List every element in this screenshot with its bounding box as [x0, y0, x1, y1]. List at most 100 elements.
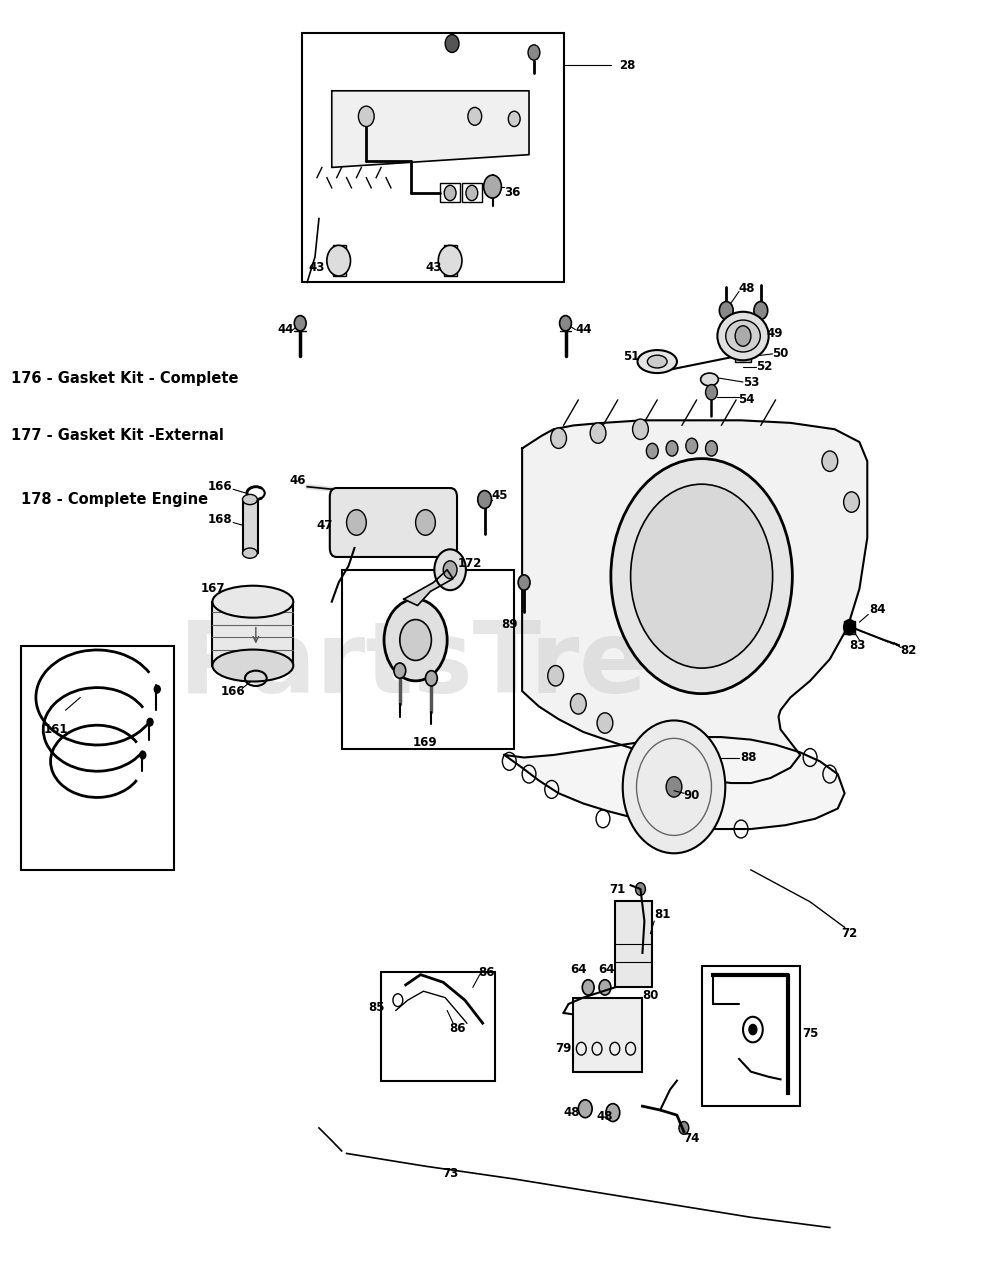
Circle shape	[749, 1024, 757, 1034]
Circle shape	[667, 440, 677, 456]
Circle shape	[326, 246, 350, 276]
Circle shape	[484, 175, 501, 198]
Text: 166: 166	[221, 685, 245, 698]
Bar	[381, 972, 494, 1080]
Text: 48: 48	[563, 1106, 580, 1119]
Circle shape	[468, 108, 482, 125]
Text: 88: 88	[741, 751, 758, 764]
Ellipse shape	[726, 320, 761, 352]
Circle shape	[822, 451, 838, 471]
Text: 89: 89	[501, 618, 517, 631]
Circle shape	[597, 713, 613, 733]
Ellipse shape	[700, 372, 718, 385]
Ellipse shape	[213, 586, 294, 618]
Circle shape	[139, 751, 145, 759]
Polygon shape	[504, 737, 845, 829]
Ellipse shape	[242, 494, 257, 504]
Circle shape	[844, 492, 859, 512]
Text: 86: 86	[449, 1021, 465, 1034]
Circle shape	[579, 1100, 592, 1117]
Text: 28: 28	[619, 59, 636, 72]
Circle shape	[434, 549, 466, 590]
Circle shape	[466, 186, 478, 201]
Circle shape	[705, 440, 717, 456]
Circle shape	[384, 599, 447, 681]
Circle shape	[685, 438, 697, 453]
Circle shape	[443, 561, 457, 579]
Circle shape	[400, 620, 431, 660]
Text: 178 - Complete Engine: 178 - Complete Engine	[21, 492, 209, 507]
Polygon shape	[331, 91, 529, 168]
Polygon shape	[404, 570, 453, 605]
Text: PartsTre: PartsTre	[179, 617, 648, 714]
Bar	[844, 621, 855, 634]
Bar	[735, 346, 751, 361]
Circle shape	[394, 663, 405, 678]
Text: 48: 48	[596, 1110, 613, 1123]
Circle shape	[583, 979, 594, 995]
Text: 75: 75	[802, 1027, 818, 1039]
Circle shape	[548, 666, 564, 686]
Circle shape	[346, 509, 366, 535]
Circle shape	[147, 718, 153, 726]
Circle shape	[754, 302, 767, 320]
Text: 81: 81	[654, 908, 671, 922]
Text: 44: 44	[575, 323, 591, 337]
Ellipse shape	[213, 649, 294, 681]
Text: 46: 46	[289, 474, 306, 486]
Text: 86: 86	[479, 965, 494, 979]
Text: 74: 74	[683, 1132, 700, 1144]
Bar	[332, 246, 345, 276]
Text: 85: 85	[368, 1001, 385, 1014]
Bar	[303, 33, 564, 283]
Text: 172: 172	[458, 557, 482, 570]
Circle shape	[844, 620, 855, 635]
Circle shape	[295, 316, 307, 332]
Bar	[462, 183, 482, 202]
Text: 82: 82	[901, 644, 917, 657]
Circle shape	[518, 575, 530, 590]
Bar	[341, 570, 514, 749]
Circle shape	[438, 246, 462, 276]
Circle shape	[633, 419, 649, 439]
Text: 43: 43	[425, 261, 441, 274]
Text: 51: 51	[623, 349, 640, 364]
Text: 36: 36	[504, 187, 520, 200]
Text: 166: 166	[208, 480, 232, 493]
Bar	[444, 246, 457, 276]
Circle shape	[606, 1103, 620, 1121]
Ellipse shape	[242, 548, 257, 558]
Text: 71: 71	[609, 882, 626, 896]
Circle shape	[599, 979, 611, 995]
Text: 53: 53	[743, 375, 760, 389]
Circle shape	[560, 316, 572, 332]
Text: 48: 48	[739, 283, 756, 296]
Bar	[615, 901, 653, 987]
Text: 64: 64	[598, 963, 615, 977]
Text: 83: 83	[850, 639, 865, 652]
Circle shape	[551, 428, 567, 448]
Text: 72: 72	[842, 927, 857, 941]
Text: 54: 54	[738, 393, 755, 406]
Text: 169: 169	[413, 736, 438, 749]
Circle shape	[647, 443, 659, 458]
Text: 84: 84	[869, 603, 885, 616]
Circle shape	[425, 671, 437, 686]
Bar	[440, 183, 460, 202]
Circle shape	[590, 422, 606, 443]
Text: 90: 90	[683, 790, 700, 803]
Circle shape	[358, 106, 374, 127]
Circle shape	[719, 302, 733, 320]
Text: 49: 49	[766, 326, 783, 340]
Text: 161: 161	[44, 723, 68, 736]
Polygon shape	[522, 420, 867, 783]
Bar	[701, 965, 800, 1106]
Circle shape	[678, 1121, 688, 1134]
Circle shape	[508, 111, 520, 127]
Text: 176 - Gasket Kit - Complete: 176 - Gasket Kit - Complete	[11, 371, 238, 385]
Text: 167: 167	[201, 582, 225, 595]
Bar	[21, 646, 174, 870]
Text: 79: 79	[556, 1042, 572, 1055]
Text: 52: 52	[757, 360, 773, 374]
Circle shape	[735, 326, 751, 346]
